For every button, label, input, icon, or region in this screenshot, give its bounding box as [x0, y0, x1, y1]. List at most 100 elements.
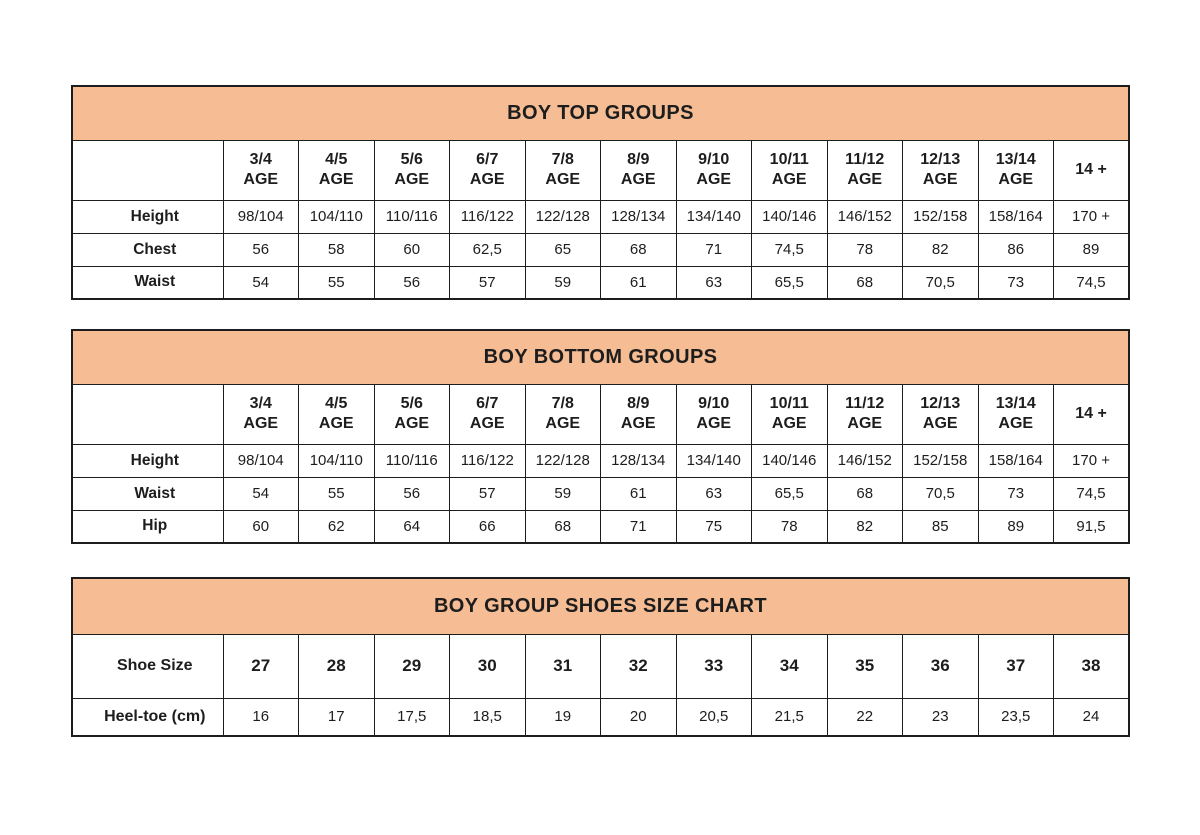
age-column-header: 14 +: [1053, 383, 1130, 445]
shoe-size-cell: 36: [902, 633, 979, 699]
age-column-header: 6/7 AGE: [449, 139, 526, 201]
heel-toe-cell: 16: [222, 697, 299, 737]
table-cell: 64: [373, 509, 450, 544]
shoe-size-cell: 38: [1053, 633, 1130, 699]
heel-toe-cell: 23: [902, 697, 979, 737]
heel-toe-cell: 18,5: [449, 697, 526, 737]
table-cell: 74,5: [1053, 476, 1130, 511]
table-cell: 158/164: [977, 443, 1054, 478]
shoe-size-cell: 35: [826, 633, 903, 699]
age-column-header: 11/12 AGE: [826, 383, 903, 445]
heel-toe-cell: 17,5: [373, 697, 450, 737]
table-cell: 65,5: [751, 265, 828, 300]
table-cell: 152/158: [902, 199, 979, 234]
table-cell: 110/116: [373, 199, 450, 234]
shoe-size-cell: 29: [373, 633, 450, 699]
table-cell: 59: [524, 265, 601, 300]
row-label-height: Height: [71, 443, 224, 478]
table-cell: 65,5: [751, 476, 828, 511]
age-column-header: 13/14 AGE: [977, 383, 1054, 445]
heel-toe-cell: 24: [1053, 697, 1130, 737]
table-cell: 122/128: [524, 443, 601, 478]
row-label-heel-toe: Heel-toe (cm): [71, 697, 224, 737]
table-cell: 170 +: [1053, 199, 1130, 234]
table-cell: 55: [298, 265, 375, 300]
table-cell: 74,5: [1053, 265, 1130, 300]
table-cell: 140/146: [751, 199, 828, 234]
table-cell: 128/134: [600, 443, 677, 478]
table-cell: 68: [600, 232, 677, 267]
table-cell: 62,5: [449, 232, 526, 267]
table-cell: 73: [977, 476, 1054, 511]
age-column-header: 3/4 AGE: [222, 383, 299, 445]
age-column-header: 9/10 AGE: [675, 139, 752, 201]
heel-toe-cell: 20: [600, 697, 677, 737]
table-cell: 85: [902, 509, 979, 544]
table-cell: 134/140: [675, 443, 752, 478]
row-label-waist: Waist: [71, 265, 224, 300]
table-cell: 54: [222, 265, 299, 300]
age-column-header: 5/6 AGE: [373, 139, 450, 201]
table-cell: 56: [222, 232, 299, 267]
table-cell: 71: [600, 509, 677, 544]
table-cell: 86: [977, 232, 1054, 267]
table-cell: 75: [675, 509, 752, 544]
age-column-header: 10/11 AGE: [751, 139, 828, 201]
table-cell: 54: [222, 476, 299, 511]
table-cell: 63: [675, 265, 752, 300]
table-cell: 56: [373, 476, 450, 511]
corner-cell: [71, 139, 224, 201]
row-label-shoe-size: Shoe Size: [71, 633, 224, 699]
table-cell: 70,5: [902, 265, 979, 300]
age-column-header: 12/13 AGE: [902, 139, 979, 201]
shoe-size-cell: 28: [298, 633, 375, 699]
table-cell: 57: [449, 265, 526, 300]
table-cell: 89: [1053, 232, 1130, 267]
table-cell: 62: [298, 509, 375, 544]
table-cell: 98/104: [222, 199, 299, 234]
shoe-size-cell: 34: [751, 633, 828, 699]
table-cell: 56: [373, 265, 450, 300]
age-column-header: 7/8 AGE: [524, 383, 601, 445]
heel-toe-cell: 22: [826, 697, 903, 737]
row-label-chest: Chest: [71, 232, 224, 267]
age-column-header: 13/14 AGE: [977, 139, 1054, 201]
row-label-hip: Hip: [71, 509, 224, 544]
row-label-height: Height: [71, 199, 224, 234]
heel-toe-cell: 23,5: [977, 697, 1054, 737]
shoe-size-cell: 32: [600, 633, 677, 699]
heel-toe-cell: 19: [524, 697, 601, 737]
table-cell: 60: [222, 509, 299, 544]
table-cell: 152/158: [902, 443, 979, 478]
table-cell: 73: [977, 265, 1054, 300]
age-column-header: 7/8 AGE: [524, 139, 601, 201]
table-cell: 91,5: [1053, 509, 1130, 544]
table-cell: 104/110: [298, 199, 375, 234]
shoe-size-cell: 33: [675, 633, 752, 699]
age-column-header: 4/5 AGE: [298, 383, 375, 445]
table-cell: 68: [826, 476, 903, 511]
age-column-header: 5/6 AGE: [373, 383, 450, 445]
table-cell: 68: [826, 265, 903, 300]
age-column-header: 9/10 AGE: [675, 383, 752, 445]
table-cell: 98/104: [222, 443, 299, 478]
table-cell: 74,5: [751, 232, 828, 267]
table-cell: 128/134: [600, 199, 677, 234]
heel-toe-cell: 21,5: [751, 697, 828, 737]
table-cell: 61: [600, 265, 677, 300]
age-column-header: 8/9 AGE: [600, 139, 677, 201]
table-cell: 78: [751, 509, 828, 544]
table-cell: 78: [826, 232, 903, 267]
heel-toe-cell: 20,5: [675, 697, 752, 737]
corner-cell: [71, 383, 224, 445]
table-cell: 110/116: [373, 443, 450, 478]
table-cell: 61: [600, 476, 677, 511]
table-cell: 58: [298, 232, 375, 267]
table-cell: 122/128: [524, 199, 601, 234]
table-cell: 146/152: [826, 199, 903, 234]
table-cell: 60: [373, 232, 450, 267]
boy-top-groups-table: BOY TOP GROUPS 3/4 AGE 4/5 AGE 5/6 AGE 6…: [71, 85, 1130, 300]
table-title: BOY GROUP SHOES SIZE CHART: [71, 577, 1130, 635]
table-cell: 104/110: [298, 443, 375, 478]
